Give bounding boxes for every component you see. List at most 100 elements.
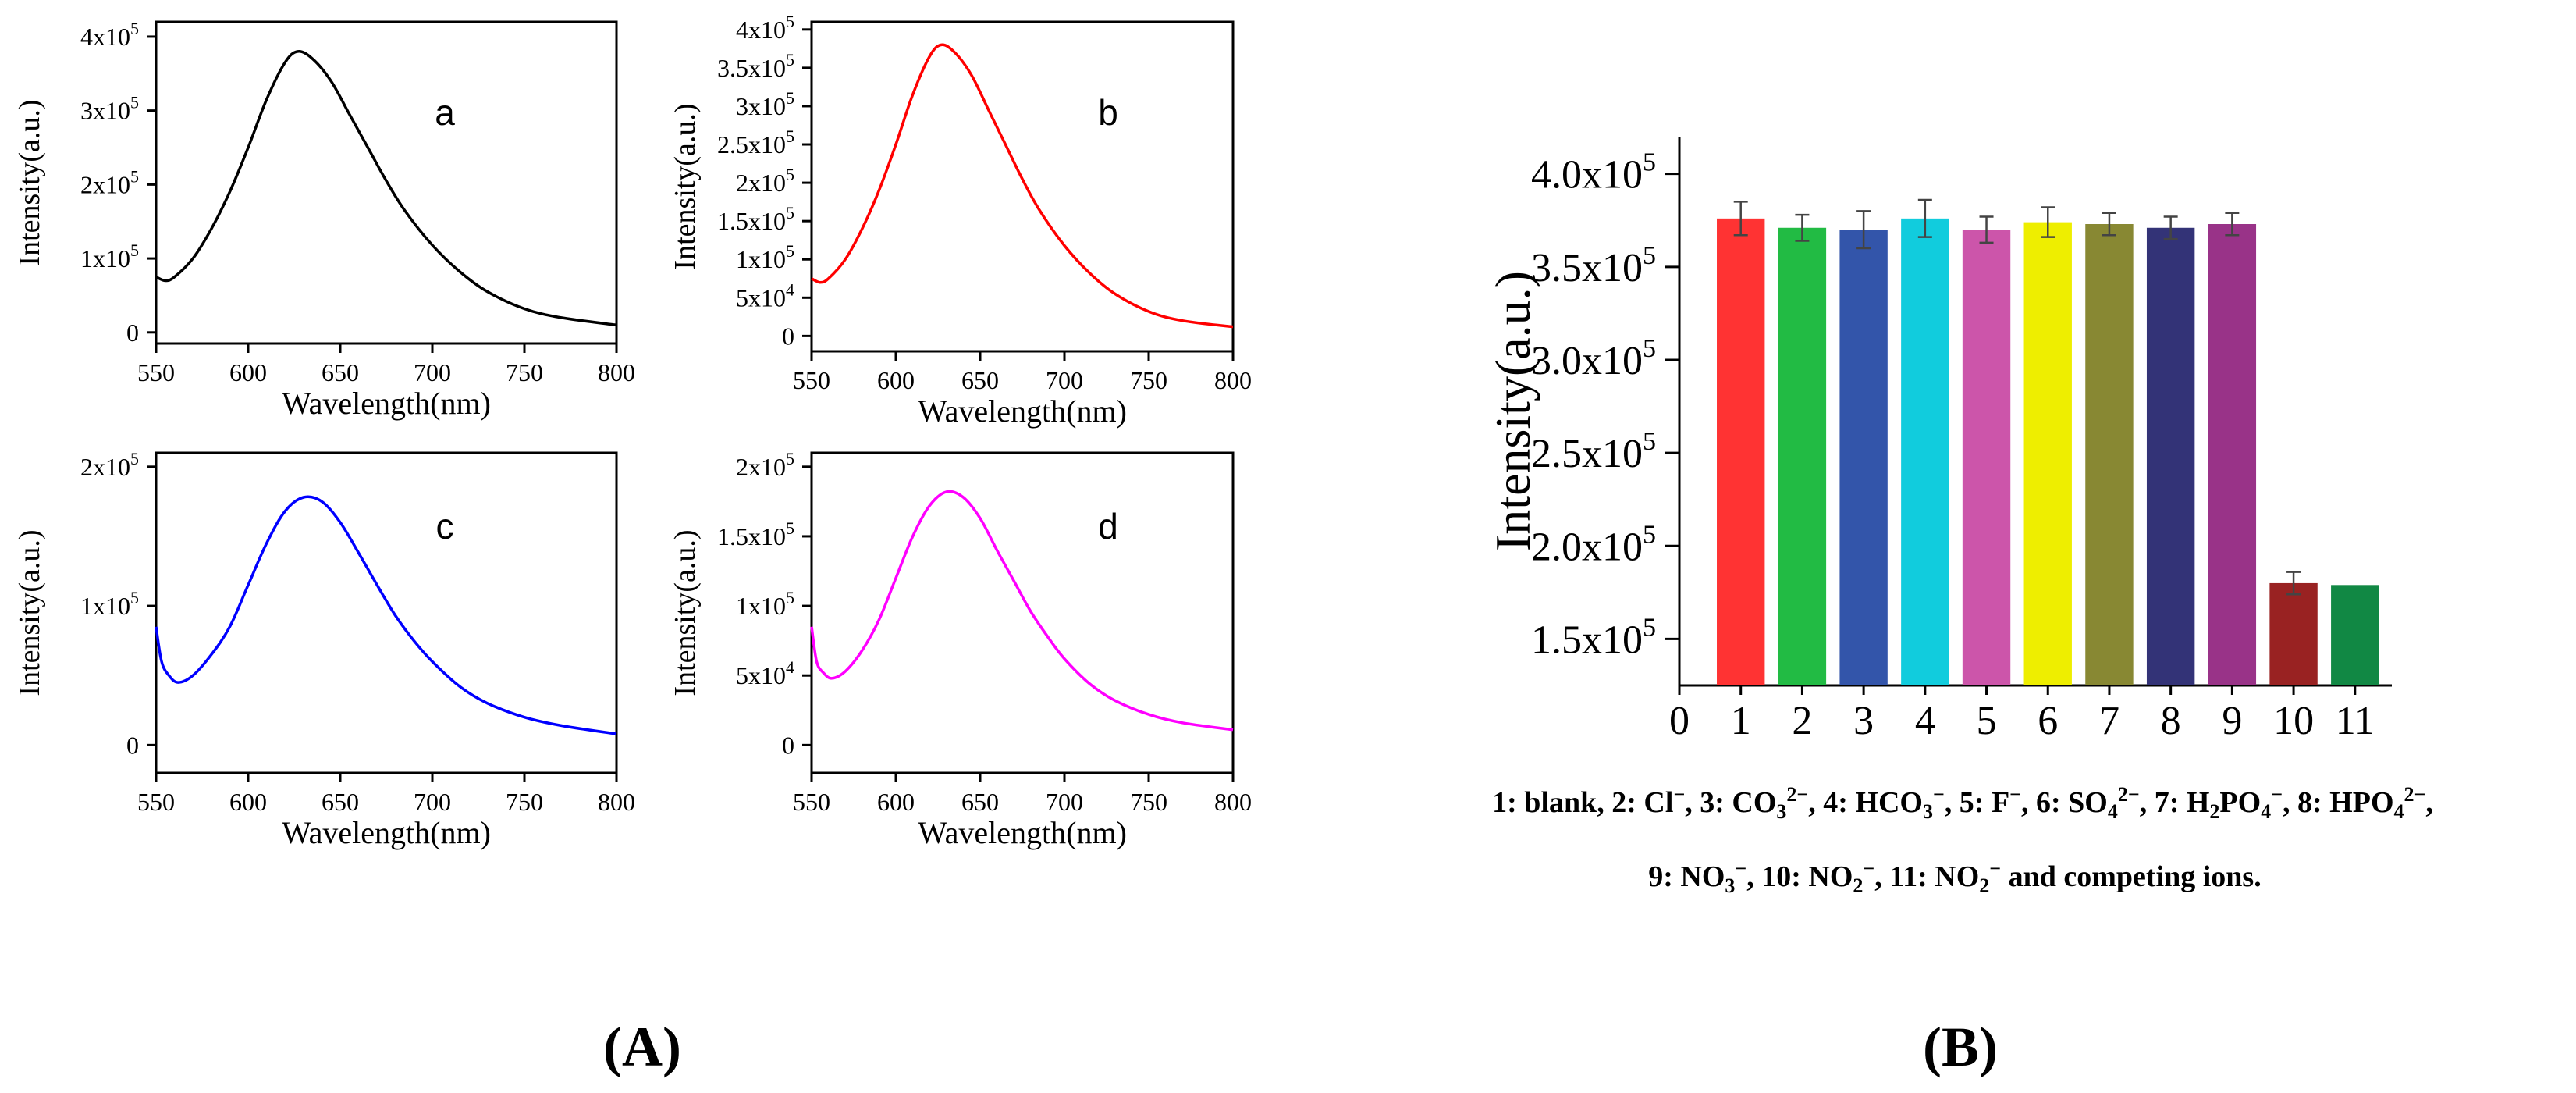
bar (2331, 585, 2379, 685)
y-tick-mantissa: 1x10 (80, 244, 130, 272)
caption-segment: − (1735, 857, 1746, 880)
x-tick-label: 9 (2222, 699, 2242, 743)
bar (2269, 582, 2318, 685)
x-tick-label: 11 (2336, 699, 2375, 743)
caption-segment: − (1989, 857, 2001, 880)
y-tick-mantissa: 4x10 (736, 16, 786, 44)
caption-segment: − (1673, 783, 1685, 806)
panel-letter: c (436, 506, 454, 546)
caption-line: 9: NO3−, 10: NO2−, 11: NO2− and competin… (1648, 857, 2261, 897)
y-tick-exponent: 5 (786, 50, 794, 69)
x-tick-label: 600 (229, 358, 267, 386)
y-tick-mantissa: 0 (782, 731, 794, 759)
plot-frame (810, 20, 1235, 353)
y-tick-exponent: 5 (786, 126, 794, 146)
y-tick-label: 2x105 (80, 166, 139, 198)
x-axis-label: Wavelength(nm) (282, 386, 491, 421)
y-tick-label: 5x104 (736, 279, 794, 312)
panel-letter: b (1098, 92, 1118, 133)
y-axis-label: Intensity(a.u.) (669, 529, 702, 696)
x-tick-label: 1 (1731, 699, 1751, 743)
x-tick-label: 8 (2161, 699, 2181, 743)
y-tick-label: 0 (126, 319, 139, 347)
x-tick-label: 750 (506, 358, 543, 386)
x-tick-label: 750 (1130, 366, 1167, 394)
y-tick-label: 3.5x105 (1531, 241, 1656, 290)
x-tick-label: 6 (2038, 699, 2058, 743)
caption-segment: 2− (1786, 783, 1808, 806)
y-tick-exponent: 5 (1643, 613, 1656, 642)
x-tick-label: 650 (322, 358, 359, 386)
panel-label-B: (B) (1923, 1016, 1998, 1078)
y-tick-mantissa: 3x10 (80, 97, 130, 125)
y-tick-label: 2x105 (736, 449, 794, 481)
caption-segment: − (1863, 857, 1874, 880)
bar (1962, 230, 2011, 685)
caption-segment: 3 (1776, 800, 1786, 823)
bar (1901, 218, 1949, 685)
panel-label-A-text: A (622, 1016, 663, 1078)
panel-a-chart: 550 600 650 700 750 80001x1052x1053x1054x105W… (13, 19, 635, 421)
y-tick-mantissa: 0 (126, 731, 139, 759)
y-tick-mantissa: 2x10 (736, 169, 786, 197)
x-tick-label: 650 (961, 366, 999, 394)
x-tick-label: 600 (229, 788, 267, 816)
y-tick-exponent: 5 (130, 166, 139, 186)
x-tick-label: 7 (2099, 699, 2119, 743)
y-tick-label: 2x105 (736, 165, 794, 197)
y-tick-exponent: 5 (130, 449, 139, 468)
x-tick-label: 650 (961, 788, 999, 816)
caption-segment: 3 (1725, 874, 1735, 897)
x-tick-label: 4 (1915, 699, 1935, 743)
caption-segment: , 11: NO (1874, 860, 1979, 893)
x-tick-label: 0 (1669, 699, 1690, 743)
y-tick-label: 3.0x105 (1531, 334, 1656, 383)
x-tick-label: 550 (793, 788, 830, 816)
y-tick-exponent: 5 (1643, 148, 1656, 177)
y-tick-mantissa: 4.0x10 (1531, 153, 1643, 198)
y-tick-label: 3x105 (736, 88, 794, 120)
spectrum-line (810, 490, 1234, 732)
x-tick-label: 750 (1130, 788, 1167, 816)
y-tick-exponent: 4 (786, 279, 794, 299)
x-axis-label: Wavelength(nm) (918, 393, 1127, 429)
y-tick-mantissa: 2.5x10 (1531, 432, 1643, 476)
y-axis-label: Intensity(a.u.) (1485, 271, 1540, 551)
y-tick-label: 4x105 (80, 19, 139, 51)
y-tick-mantissa: 1x10 (736, 592, 786, 620)
bar (1717, 218, 1765, 685)
y-axis-label: Intensity(a.u.) (13, 99, 46, 265)
caption-segment: 2 (2209, 800, 2219, 823)
y-tick-label: 3.5x105 (717, 50, 794, 82)
bar (1839, 230, 1888, 685)
y-tick-exponent: 5 (130, 240, 139, 260)
caption-segment: 9: NO (1648, 860, 1725, 893)
caption-segment: − (2271, 783, 2283, 806)
y-tick-mantissa: 0 (782, 322, 794, 350)
caption-segment: 1: blank, 2: Cl (1492, 786, 1673, 819)
y-tick-label: 4.0x105 (1531, 148, 1656, 198)
caption-segment: , 5: F (1945, 786, 2009, 819)
caption-segment: 4 (2394, 800, 2404, 823)
y-tick-mantissa: 0 (126, 319, 139, 347)
x-tick-label: 550 (793, 366, 830, 394)
caption-segment: 3 (1923, 800, 1933, 823)
caption-segment: 2− (2118, 783, 2140, 806)
panel-label-A: (A) (603, 1016, 681, 1078)
y-tick-mantissa: 1.5x10 (717, 522, 786, 550)
bar (2023, 222, 2072, 685)
y-tick-exponent: 5 (786, 518, 794, 538)
caption-segment: , 8: HPO (2283, 786, 2393, 819)
y-tick-mantissa: 5x10 (736, 661, 786, 689)
bar (2146, 227, 2195, 685)
y-tick-label: 1.5x105 (717, 518, 794, 550)
y-tick-mantissa: 4x10 (80, 23, 130, 51)
caption-segment: − (1933, 783, 1945, 806)
spectrum-line (155, 495, 617, 735)
y-tick-exponent: 5 (130, 19, 139, 38)
caption-segment: 2 (1979, 874, 1989, 897)
caption-segment: , 4: HCO (1808, 786, 1923, 819)
x-tick-label: 800 (598, 358, 635, 386)
x-tick-label: 700 (1046, 788, 1083, 816)
